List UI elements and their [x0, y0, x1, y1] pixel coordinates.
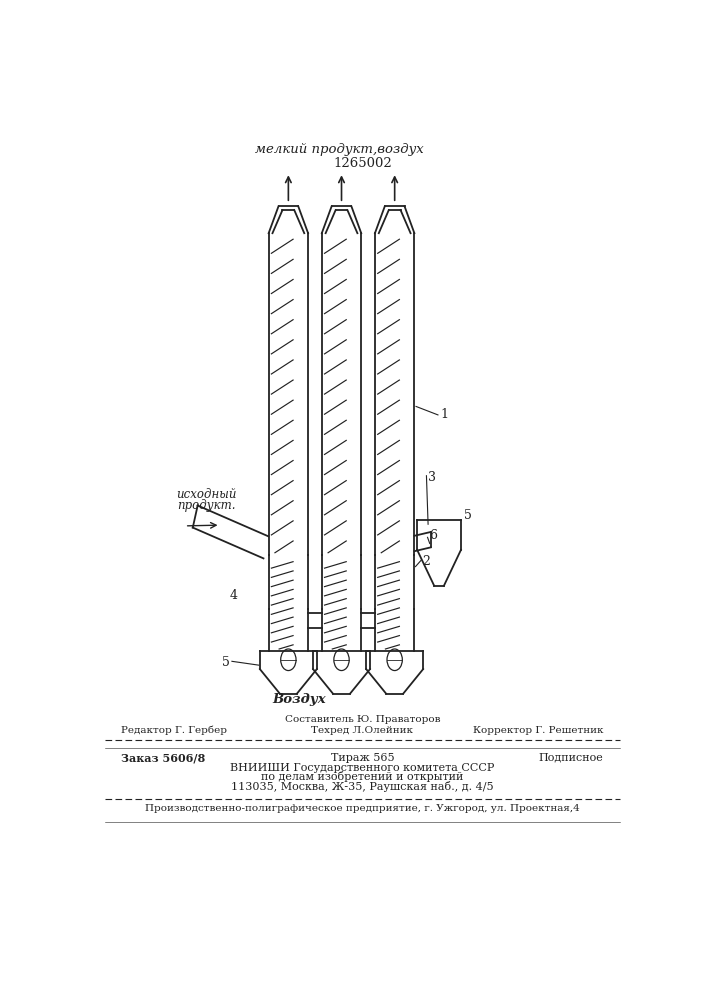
Text: Тираж 565: Тираж 565 [331, 753, 394, 763]
Text: 5: 5 [222, 656, 230, 669]
Text: ВНИИШИ Государственного комитета СССР: ВНИИШИ Государственного комитета СССР [230, 763, 494, 773]
Text: Подписное: Подписное [539, 753, 604, 763]
Text: 5: 5 [464, 509, 472, 522]
Text: Редактор Г. Гербер: Редактор Г. Гербер [122, 726, 227, 735]
Text: 2: 2 [423, 555, 431, 568]
Text: Производственно-полиграфическое предприятие, г. Ужгород, ул. Проектная,4: Производственно-полиграфическое предприя… [145, 804, 580, 813]
Text: 6: 6 [429, 529, 437, 542]
Text: по делам изобретений и открытий: по делам изобретений и открытий [261, 771, 464, 782]
Text: 4: 4 [229, 589, 238, 602]
Text: 113035, Москва, Ж-35, Раушская наб., д. 4/5: 113035, Москва, Ж-35, Раушская наб., д. … [231, 781, 493, 792]
Text: мелкий продукт,воздух: мелкий продукт,воздух [255, 143, 423, 156]
Text: продукт.: продукт. [177, 499, 235, 512]
Text: Корректор Г. Решетник: Корректор Г. Решетник [473, 726, 604, 735]
Text: Воздух: Воздух [272, 693, 326, 706]
Text: 3: 3 [428, 471, 436, 484]
Text: исходный: исходный [176, 488, 236, 501]
Text: Составитель Ю. Праваторов: Составитель Ю. Праваторов [285, 715, 440, 724]
Text: Заказ 5606/8: Заказ 5606/8 [122, 752, 206, 763]
Text: Техред Л.Олейник: Техред Л.Олейник [311, 726, 414, 735]
Text: 1: 1 [440, 408, 448, 421]
Text: 1265002: 1265002 [333, 157, 392, 170]
